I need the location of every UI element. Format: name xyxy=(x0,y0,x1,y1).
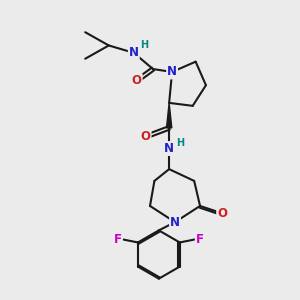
Text: O: O xyxy=(132,74,142,87)
Text: N: N xyxy=(170,216,180,229)
Text: H: H xyxy=(140,40,148,50)
Text: N: N xyxy=(164,142,174,155)
Text: H: H xyxy=(176,138,184,148)
Text: O: O xyxy=(217,207,227,220)
Text: F: F xyxy=(196,233,204,246)
Text: N: N xyxy=(129,46,139,59)
Text: N: N xyxy=(167,65,177,79)
Polygon shape xyxy=(167,103,172,128)
Text: O: O xyxy=(141,130,151,143)
Text: F: F xyxy=(114,233,122,246)
